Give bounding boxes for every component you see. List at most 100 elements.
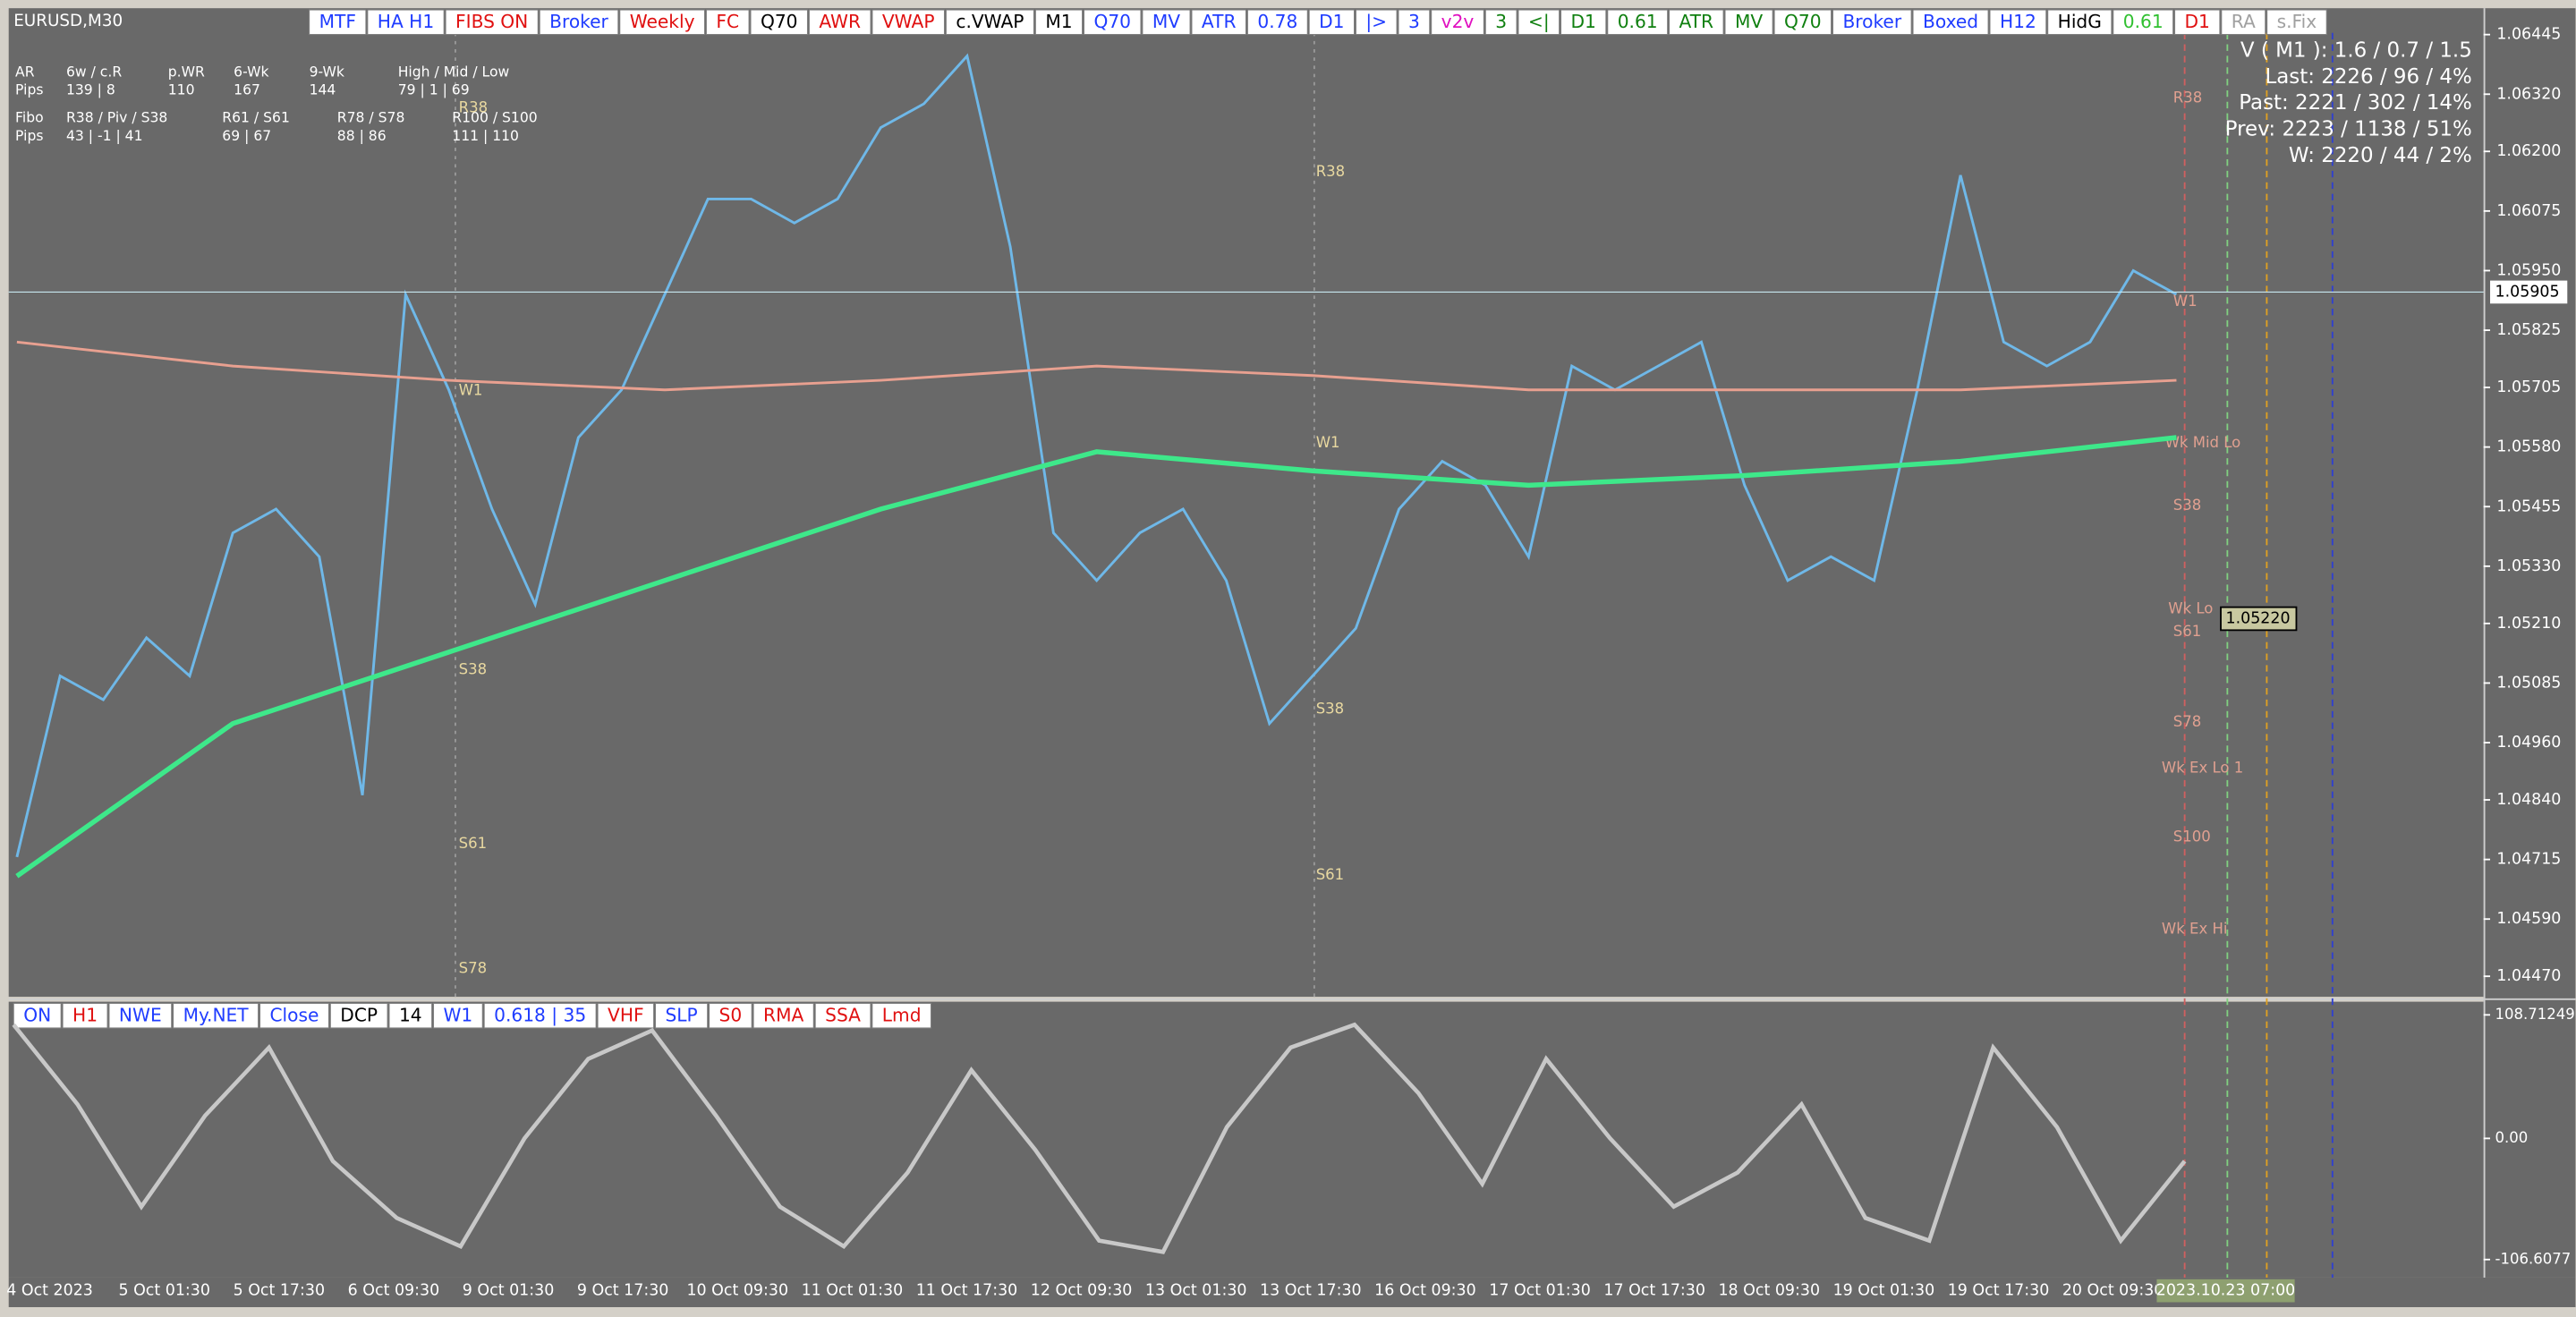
toolbar-button-label[interactable]: H1 (72, 1005, 98, 1026)
toolbar-button-label[interactable]: RA (2232, 11, 2256, 32)
toolbar-button-label[interactable]: c.VWAP (956, 11, 1024, 32)
toolbar-button[interactable] (752, 1002, 814, 1029)
toolbar-button-label[interactable]: 0.61 (1618, 11, 1658, 32)
toolbar-button-label[interactable]: 3 (1495, 11, 1507, 32)
toolbar-button[interactable] (1912, 9, 1989, 36)
toolbar-button-label[interactable]: AWR (819, 11, 861, 32)
toolbar-button-label[interactable]: VHF (608, 1005, 644, 1026)
toolbar-button-label[interactable]: RMA (763, 1005, 803, 1026)
toolbar-button-label[interactable]: Boxed (1923, 11, 1978, 32)
toolbar-button-label[interactable]: D1 (1319, 11, 1344, 32)
toolbar-button[interactable] (539, 9, 619, 36)
toolbar-button-label[interactable]: SLP (665, 1005, 697, 1026)
toolbar-button-label[interactable]: MTF (319, 11, 356, 32)
toolbar-button[interactable] (814, 1002, 871, 1029)
toolbar-button[interactable] (1246, 9, 1308, 36)
toolbar-button[interactable] (1484, 9, 1518, 36)
toolbar-button[interactable] (1191, 9, 1247, 36)
toolbar-button-label[interactable]: Broker (549, 11, 608, 32)
toolbar-button-label[interactable]: s.Fix (2277, 11, 2317, 32)
toolbar-button[interactable] (654, 1002, 709, 1029)
toolbar-button[interactable] (1308, 9, 1356, 36)
toolbar-button-label[interactable]: D1 (1571, 11, 1596, 32)
toolbar-button[interactable] (708, 1002, 752, 1029)
toolbar-button[interactable] (259, 1002, 330, 1029)
toolbar-button[interactable] (2221, 9, 2266, 36)
toolbar-button-label[interactable]: Q70 (761, 11, 798, 32)
toolbar-button[interactable] (1355, 9, 1398, 36)
toolbar-button-label[interactable]: FIBS ON (455, 11, 528, 32)
toolbar-button-label[interactable]: DCP (340, 1005, 378, 1026)
toolbar-button-label[interactable]: Close (269, 1005, 319, 1026)
toolbar-button-label[interactable]: FC (716, 11, 739, 32)
toolbar-button[interactable] (1989, 9, 2047, 36)
toolbar-button-label[interactable]: VWAP (882, 11, 935, 32)
toolbar-button[interactable] (1668, 9, 1724, 36)
toolbar-button[interactable] (1773, 9, 1832, 36)
toolbar-button[interactable] (1607, 9, 1669, 36)
toolbar-button-label[interactable]: 0.61 (2123, 11, 2164, 32)
toolbar-button-label[interactable]: <| (1528, 11, 1550, 32)
toolbar-button[interactable] (1083, 9, 1142, 36)
toolbar-button[interactable] (1431, 9, 1484, 36)
level-label: S38 (2173, 497, 2201, 514)
toolbar-button-label[interactable]: 3 (1408, 11, 1420, 32)
toolbar-button-label[interactable]: v2v (1441, 11, 1475, 32)
toolbar-button-label[interactable]: Broker (1842, 11, 1901, 32)
toolbar-button-label[interactable]: Q70 (1784, 11, 1822, 32)
toolbar-button-label[interactable]: SSA (825, 1005, 861, 1026)
toolbar-button[interactable] (108, 1002, 173, 1029)
toolbar-button[interactable] (1560, 9, 1607, 36)
toolbar-button[interactable] (1398, 9, 1431, 36)
toolbar-button[interactable] (1724, 9, 1773, 36)
toolbar-button-label[interactable]: Weekly (630, 11, 695, 32)
toolbar-button[interactable] (705, 9, 750, 36)
toolbar-button-label[interactable]: HA H1 (378, 11, 434, 32)
toolbar-button[interactable] (1034, 9, 1084, 36)
toolbar-button[interactable] (945, 9, 1035, 36)
toolbar-button[interactable] (808, 9, 871, 36)
toolbar-button-label[interactable]: HidG (2058, 11, 2102, 32)
toolbar-button[interactable] (445, 9, 539, 36)
toolbar-button[interactable] (1518, 9, 1560, 36)
toolbar-button[interactable] (309, 9, 367, 36)
toolbar-button[interactable] (388, 1002, 433, 1029)
toolbar-button-label[interactable]: ON (23, 1005, 51, 1026)
toolbar-button-label[interactable]: MV (1735, 11, 1763, 32)
toolbar-button[interactable] (432, 1002, 483, 1029)
toolbar-button-label[interactable]: MV (1152, 11, 1180, 32)
toolbar-button[interactable] (2266, 9, 2327, 36)
toolbar-button[interactable] (483, 1002, 597, 1029)
toolbar-button[interactable] (871, 1002, 932, 1029)
toolbar-button[interactable] (367, 9, 445, 36)
toolbar-button-label[interactable]: |> (1365, 11, 1387, 32)
toolbar-button[interactable] (1832, 9, 1912, 36)
toolbar-button[interactable] (173, 1002, 259, 1029)
toolbar-button-label[interactable]: Lmd (882, 1005, 922, 1026)
toolbar-button-label[interactable]: My.NET (183, 1005, 250, 1026)
toolbar-button[interactable] (62, 1002, 108, 1029)
toolbar-button-label[interactable]: ATR (1202, 11, 1237, 32)
toolbar-button[interactable] (13, 1002, 62, 1029)
toolbar-button-label[interactable]: Q70 (1093, 11, 1131, 32)
toolbar-button[interactable] (871, 9, 946, 36)
toolbar-button-label[interactable]: 14 (399, 1005, 422, 1026)
toolbar-button-label[interactable]: NWE (119, 1005, 162, 1026)
toolbar-button-label[interactable]: ATR (1679, 11, 1714, 32)
toolbar-button[interactable] (1142, 9, 1191, 36)
toolbar-button-label[interactable]: W1 (443, 1005, 472, 1026)
toolbar-button[interactable] (329, 1002, 388, 1029)
toolbar-button[interactable] (597, 1002, 655, 1029)
toolbar-button[interactable] (2047, 9, 2113, 36)
toolbar-button[interactable] (619, 9, 706, 36)
toolbar-button-label[interactable]: H12 (2000, 11, 2036, 32)
toolbar-button[interactable] (2173, 9, 2221, 36)
toolbar-button[interactable] (750, 9, 809, 36)
toolbar-button-label[interactable]: M1 (1045, 11, 1072, 32)
toolbar-button-label[interactable]: S0 (719, 1005, 743, 1026)
info-cell: 6w / c.R (66, 64, 122, 80)
toolbar-button-label[interactable]: D1 (2185, 11, 2210, 32)
toolbar-button[interactable] (2113, 9, 2174, 36)
toolbar-button-label[interactable]: 0.78 (1257, 11, 1297, 32)
toolbar-button-label[interactable]: 0.618 | 35 (494, 1005, 586, 1026)
